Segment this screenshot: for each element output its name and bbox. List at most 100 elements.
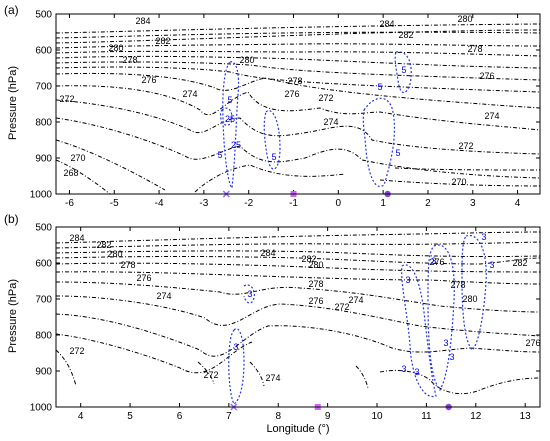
panel-a-label: (a) <box>4 3 19 17</box>
isotherm-contour <box>55 262 541 273</box>
contour-label: 284 <box>379 19 394 29</box>
contour-label: 284 <box>69 233 84 243</box>
isotherm-contour <box>55 231 541 244</box>
y-tick-label: 1000 <box>30 403 53 414</box>
blue-contour-label: 3 <box>414 367 419 377</box>
isotherm-contour <box>55 281 541 313</box>
x-tick-label: 8 <box>275 411 281 422</box>
contour-label: 272 <box>334 302 349 312</box>
contour-label: 274 <box>484 111 499 121</box>
isotherm-contour <box>55 241 541 249</box>
x-tick-label: 13 <box>520 411 532 422</box>
isotherm-contour <box>55 23 541 34</box>
isotherm-contour <box>55 61 541 81</box>
x-tick-label: -3 <box>199 198 208 209</box>
isotherm-contour <box>55 250 541 258</box>
panel-a-y-axis-label: Pressure (hPa) <box>7 66 19 140</box>
blue-contour-label: 3 <box>233 342 238 352</box>
panel-a-frame <box>55 13 541 195</box>
panel-a-contour-labels: 284 282 280 278 276 274 272 270 268 280 278 276 274 2… <box>59 14 499 187</box>
isotherm-contour <box>55 72 541 109</box>
contour-label: 274 <box>348 295 363 305</box>
blue-contour-label: 5 <box>377 82 382 92</box>
x-tick-label: 5 <box>127 411 133 422</box>
x-tick-label: 6 <box>177 411 183 422</box>
blue-contour-label: 5 <box>217 150 222 160</box>
blue-contour <box>427 244 455 392</box>
blue-contour-label: 5 <box>227 95 232 105</box>
contour-label: 282 <box>398 30 413 40</box>
contour-label: 276 <box>284 89 299 99</box>
contour-label: 274 <box>323 117 338 127</box>
blue-contour-label: 3 <box>481 232 486 242</box>
contour-label: 276 <box>308 296 323 306</box>
blue-contour-label: 3 <box>401 364 406 374</box>
isotherm-contour <box>55 117 541 179</box>
contour-label: 278 <box>308 279 323 289</box>
contour-label: 274 <box>182 89 197 99</box>
contour-label: 270 <box>70 153 85 163</box>
y-tick-label: 1000 <box>30 190 53 201</box>
panel-a-blue-contours <box>219 51 412 190</box>
x-tick-label: -5 <box>110 198 119 209</box>
x-tick-label: -2 <box>244 198 253 209</box>
y-tick-label: 600 <box>35 259 52 270</box>
blue-contour-label: 5 <box>401 65 406 75</box>
contour-label: 278 <box>287 76 302 86</box>
contour-label: 280 <box>462 294 477 304</box>
y-tick-label: 700 <box>35 82 52 93</box>
contour-label: 282 <box>512 258 527 268</box>
panel-b-x-axis-label: Longitude (°) <box>266 423 329 435</box>
isotherm-contour <box>55 139 346 193</box>
panel-b-blue-contours <box>228 234 487 405</box>
isotherm-contour <box>55 333 253 374</box>
contour-label: 276 <box>479 71 494 81</box>
isotherm-contour <box>249 361 265 387</box>
y-tick-label: 900 <box>35 154 52 165</box>
y-tick-label: 500 <box>35 10 52 21</box>
x-tick-label: 11 <box>421 411 432 422</box>
blue-contour-label: 5 <box>395 148 400 158</box>
blue-contour <box>362 97 395 187</box>
x-tick-label: 4 <box>78 411 84 422</box>
contour-label: 272 <box>59 94 74 104</box>
panel-a: (a) Pressure (hPa) 284 282 280 278 276 274 272… <box>4 3 541 209</box>
contour-label: 280 <box>308 260 323 270</box>
y-tick-label: 700 <box>35 295 52 306</box>
contour-label: 278 <box>120 260 135 270</box>
y-tick-label: 500 <box>35 223 52 234</box>
blue-contour <box>263 110 281 170</box>
y-tick-label: 800 <box>35 331 52 342</box>
contour-label: 274 <box>156 291 171 301</box>
contour-label: 272 <box>203 370 218 380</box>
contour-label: 268 <box>63 168 78 178</box>
isotherm-contour <box>55 31 541 39</box>
y-tick-label: 600 <box>35 46 52 57</box>
isotherm-contour <box>379 369 541 395</box>
x-tick-label: -4 <box>155 198 164 209</box>
isotherm-contour <box>55 349 77 387</box>
contour-label: 284 <box>260 248 275 258</box>
blue-contour-label: 25 <box>225 114 235 124</box>
contour-label: 278 <box>467 44 482 54</box>
isotherm-contour <box>55 256 541 265</box>
panel-a-isotherms <box>55 23 541 195</box>
contour-label: 280 <box>239 55 254 65</box>
contour-label: 272 <box>69 346 84 356</box>
x-tick-label: 7 <box>226 411 232 422</box>
x-tick-label: 4 <box>515 198 521 209</box>
x-tick-label: 3 <box>470 198 476 209</box>
isotherm-contour <box>355 365 369 389</box>
panel-b-isotherms <box>55 231 541 395</box>
panel-b: (b) Pressure (hPa) 284282280278276274272… <box>4 212 541 435</box>
x-tick-label: 12 <box>470 411 482 422</box>
blue-contour-label: 3 <box>405 275 410 285</box>
contour-label: 280 <box>457 14 472 24</box>
blue-contour <box>461 234 487 351</box>
x-tick-label: 10 <box>371 411 383 422</box>
isotherm-contour <box>55 99 541 155</box>
isotherm-contour <box>55 29 541 44</box>
x-tick-label: 0 <box>336 198 342 209</box>
blue-contour-label: 3 <box>247 289 252 299</box>
